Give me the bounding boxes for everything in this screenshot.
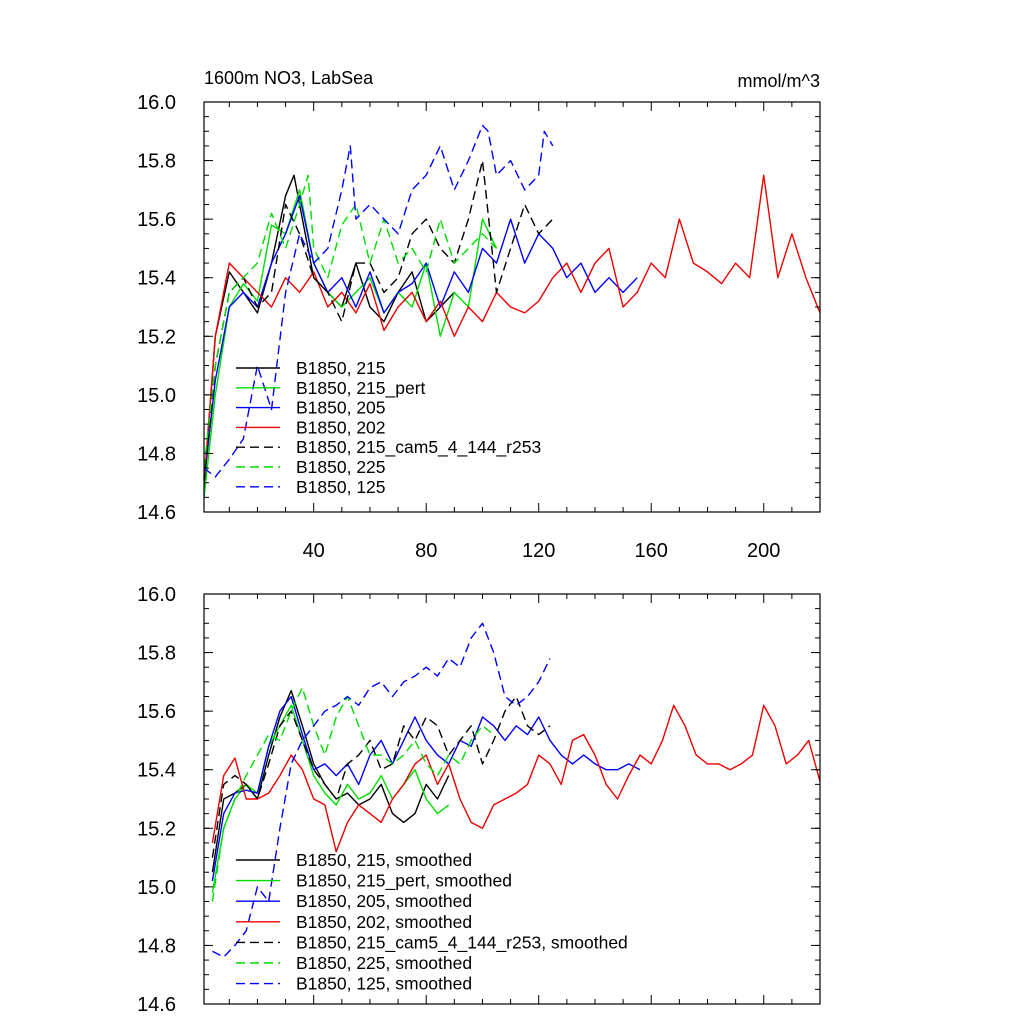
series-line-7 — [204, 124, 554, 478]
series-line-4 — [204, 174, 820, 483]
legend-label: B1850, 202, smoothed — [296, 912, 472, 932]
legend-label: B1850, 215_cam5_4_144_r253, smoothed — [296, 932, 628, 953]
series-line-4 — [211, 704, 820, 853]
x-tick-label: 120 — [522, 540, 555, 562]
legend-label: B1850, 215_pert, smoothed — [296, 871, 512, 892]
series-line-1 — [211, 689, 450, 873]
y-tick-label: 15.0 — [137, 877, 176, 899]
legend-label: B1850, 215, smoothed — [296, 850, 472, 870]
y-tick-label: 15.8 — [137, 643, 176, 665]
y-tick-label: 15.0 — [137, 385, 176, 407]
series-line-7 — [212, 622, 551, 958]
y-tick-label: 15.6 — [137, 209, 176, 231]
x-tick-label: 200 — [747, 540, 780, 562]
series-group — [211, 622, 820, 958]
series-line-3 — [211, 695, 641, 882]
legend-label: B1850, 205 — [296, 398, 386, 418]
x-tick-label: 40 — [303, 540, 325, 562]
figure-title: 1600m NO3, LabSea — [204, 68, 374, 88]
series-line-5 — [204, 159, 554, 483]
y-tick-label: 14.8 — [137, 443, 176, 465]
y-tick-label: 14.6 — [137, 994, 176, 1016]
series-line-3 — [204, 194, 638, 483]
legend-label: B1850, 202 — [296, 417, 386, 437]
legend-label: B1850, 225, smoothed — [296, 953, 472, 973]
y-tick-label: 14.6 — [137, 502, 176, 524]
y-tick-label: 16.0 — [137, 92, 176, 114]
legend-label: B1850, 215_pert — [296, 378, 426, 399]
bottom-panel: 14.6 14.8 15.0 15.2 15.4 15.6 15.8 16.0 B1850, 2… — [137, 584, 821, 1016]
y-tick-label: 15.2 — [137, 326, 176, 348]
y-tick-label: 16.0 — [137, 584, 176, 606]
series-line-5 — [211, 695, 551, 858]
series-group — [204, 124, 820, 498]
legend-label: B1850, 215 — [296, 358, 386, 378]
y-tick-label: 14.8 — [137, 935, 176, 957]
x-tick-label: 160 — [635, 540, 668, 562]
series-line-6 — [204, 174, 498, 469]
legend-label: B1850, 125, smoothed — [296, 974, 472, 994]
legend-label: B1850, 205, smoothed — [296, 891, 472, 911]
y-tick-label: 15.4 — [137, 760, 176, 782]
series-line-6 — [211, 687, 495, 902]
legend-label: B1850, 225 — [296, 457, 386, 477]
legend-label: B1850, 215_cam5_4_144_r253 — [296, 437, 541, 458]
x-tick-label: 80 — [415, 540, 437, 562]
top-panel: 14.6 14.8 15.0 15.2 15.4 15.6 15.8 16.0 40 80 120 1… — [137, 92, 821, 562]
legend-label: B1850, 125 — [296, 477, 386, 497]
y-tick-label: 15.2 — [137, 818, 176, 840]
y-tick-label: 15.8 — [137, 151, 176, 173]
y-tick-label: 15.4 — [137, 268, 176, 290]
series-line-2 — [211, 704, 450, 893]
y-tick-label: 15.6 — [137, 701, 176, 723]
units-label: mmol/m^3 — [738, 71, 820, 91]
